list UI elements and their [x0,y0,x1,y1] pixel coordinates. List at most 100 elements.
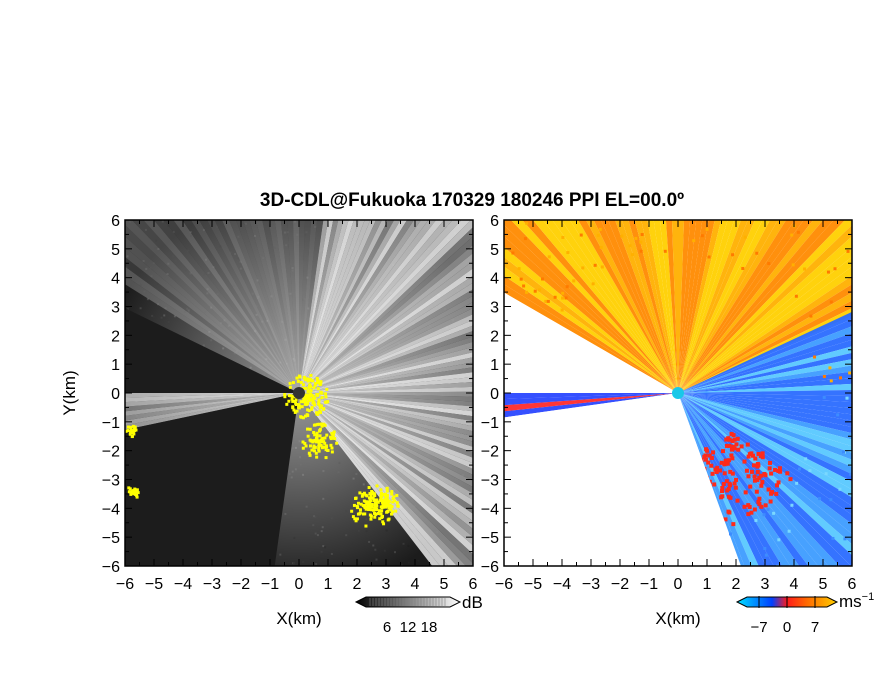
clutter-southeast [373,511,377,515]
velocity-speckle [581,266,585,270]
velocity-toward-sector [678,393,852,421]
clutter-southeast [368,506,372,510]
clutter-south [323,436,327,440]
y-tick-label: 0 [111,386,120,403]
velocity-toward-sector [678,393,852,453]
clutter-southeast [373,504,377,508]
clutter-center [325,387,329,391]
radar-site [293,387,305,399]
clutter-center [288,381,292,385]
velocity-speckle [804,457,808,461]
velocity-speckle [523,237,527,241]
clutter-southeast [373,494,377,498]
velocity-speckle [845,396,849,400]
clutter-southeast [390,490,394,494]
colorbar-right-tick-label: −7 [750,619,767,636]
clutter-southeast [392,495,396,499]
velocity-speckle [762,513,766,517]
clutter-west [133,487,137,491]
clutter-west [125,429,128,433]
velocity-edge-pixel [726,509,731,514]
velocity-away-sector [678,220,741,393]
velocity-speckle [538,288,542,292]
velocity-edge-pixel [768,460,773,465]
x-tick-label: −4 [553,576,571,593]
x-axis-label-left: X(km) [276,609,321,628]
clutter-southeast [386,498,390,502]
velocity-edge-pixel [727,458,732,463]
velocity-edge-pixel [727,481,732,486]
x-tick-label: 5 [440,576,449,593]
velocity-speckle [849,472,852,476]
velocity-speckle [533,289,537,293]
clutter-center [287,399,291,403]
velocity-speckle [797,467,801,471]
clutter-center [320,391,324,395]
clutter-southeast [375,504,379,508]
velocity-edge-pixel [730,471,735,476]
clutter-southeast [384,494,388,498]
velocity-edge-pixel [713,467,718,472]
velocity-edge-pixel [722,462,727,467]
velocity-speckle [620,234,624,238]
clutter-southeast [385,496,389,500]
clutter-center [325,400,329,404]
clutter-west [131,491,135,495]
velocity-speckle [795,481,799,485]
clutter-southeast [368,513,372,517]
velocity-edge-pixel [749,510,754,515]
clutter-south [315,438,319,442]
panel-velocity: −6 −5 −4 −3 −2 −1 0 1 2 3 4 5 6 6 5 4 3 2 1 0 −1 −2 −3 −4 −5 −6 X… [481,213,874,636]
clutter-south [323,445,327,449]
clutter-southeast [367,507,371,511]
velocity-away-sector [678,220,804,393]
clutter-center [298,375,302,379]
velocity-speckle [790,503,794,507]
clutter-center [321,407,325,411]
velocity-edge-pixel [757,496,762,501]
clutter-southeast [391,510,395,514]
colorbar-left-tick-label: 18 [421,619,438,636]
x-tick-label: 4 [790,576,799,593]
clutter-southeast [390,505,394,509]
velocity-speckle [593,263,597,267]
velocity-edge-pixel [727,443,732,448]
clutter-southeast [373,515,377,519]
velocity-edge-pixel [722,471,727,476]
velocity-away-sector [678,220,709,393]
y-tick-label: −2 [481,444,499,461]
clutter-southeast [373,498,377,502]
velocity-edge-pixel [736,447,741,452]
clutter-south [319,443,323,447]
velocity-speckle [561,291,565,295]
velocity-edge-pixel [759,504,764,509]
velocity-speckle [565,285,569,289]
clutter-southeast [370,508,374,512]
velocity-edge-pixel [731,522,736,527]
y-tick-label: 4 [490,271,499,288]
clutter-south [320,446,324,450]
velocity-edge-pixel [711,450,716,455]
velocity-edge-pixel [744,468,749,473]
clutter-southeast [373,501,377,505]
clutter-center [301,416,305,420]
clutter-center [297,406,301,410]
clutter-center [304,378,308,382]
radar-site [672,387,684,399]
velocity-toward-sector [678,393,809,566]
colorbar-left-ticks: 6 12 18 [383,619,438,636]
velocity-toward-sector [678,393,852,534]
clutter-center [310,393,314,397]
velocity-away-sector [678,220,748,393]
velocity-edge-pixel [720,494,725,499]
clutter-southeast [367,486,371,490]
velocity-edge-pixel [763,503,768,508]
velocity-away-sector [647,220,678,393]
clutter-southeast [390,512,394,516]
y-tick-label: 5 [111,242,120,259]
clutter-center [310,407,314,411]
clutter-south [315,431,319,435]
clutter-south [307,451,311,455]
